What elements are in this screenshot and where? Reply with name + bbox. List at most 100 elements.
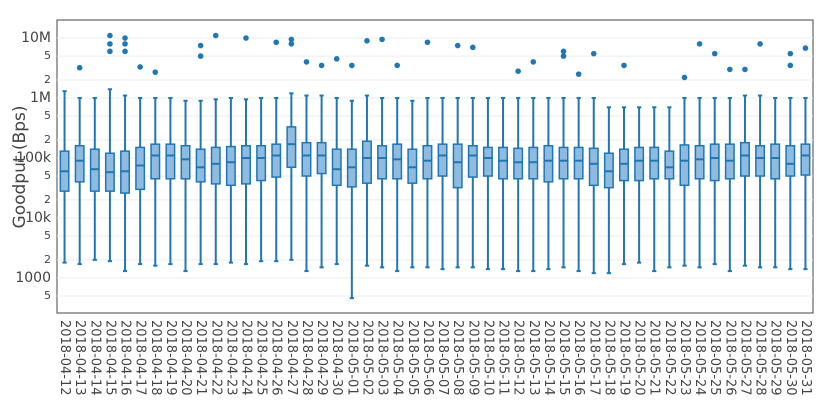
x-tick-label: 2018-05-08 bbox=[450, 320, 465, 396]
box bbox=[498, 146, 509, 180]
x-tick-label: 2018-04-30 bbox=[329, 320, 344, 396]
box bbox=[709, 143, 720, 182]
box bbox=[256, 144, 267, 182]
x-tick-label: 2018-04-23 bbox=[223, 320, 238, 396]
outlier bbox=[575, 71, 582, 77]
x-tick-label: 2018-05-23 bbox=[677, 320, 692, 396]
x-tick-label: 2018-05-22 bbox=[662, 320, 677, 396]
y-axis-title: Goodput (Bps) bbox=[10, 106, 30, 229]
outlier bbox=[696, 41, 703, 47]
box bbox=[664, 150, 675, 180]
outlier bbox=[802, 45, 809, 51]
box bbox=[634, 146, 645, 182]
outlier bbox=[122, 41, 128, 47]
x-tick-label: 2018-05-01 bbox=[344, 320, 359, 396]
y-tick-label: 2 bbox=[44, 73, 51, 86]
outlier bbox=[107, 32, 113, 39]
plot-frame bbox=[56, 19, 814, 314]
box bbox=[361, 140, 372, 184]
outlier bbox=[197, 42, 204, 49]
outlier bbox=[515, 68, 521, 75]
outlier bbox=[727, 66, 733, 73]
x-tick-label: 2018-04-12 bbox=[57, 320, 72, 396]
outlier bbox=[273, 39, 280, 46]
x-tick-label: 2018-05-14 bbox=[541, 320, 556, 396]
x-tick-label: 2018-05-26 bbox=[722, 320, 737, 396]
box bbox=[135, 146, 146, 191]
x-tick-label: 2018-05-05 bbox=[405, 320, 420, 396]
outlier bbox=[711, 50, 718, 57]
x-tick-label: 2018-05-06 bbox=[420, 320, 435, 396]
x-tick-label: 2018-05-24 bbox=[692, 320, 707, 396]
x-tick-label: 2018-05-04 bbox=[390, 320, 405, 396]
box bbox=[165, 143, 176, 180]
x-tick-label: 2018-04-13 bbox=[72, 320, 87, 396]
x-tick-label: 2018-05-17 bbox=[586, 320, 601, 396]
x-tick-label: 2018-05-15 bbox=[556, 320, 571, 396]
x-tick-label: 2018-05-25 bbox=[707, 320, 722, 396]
box bbox=[785, 144, 796, 177]
outlier bbox=[394, 62, 401, 69]
x-tick-label: 2018-05-20 bbox=[632, 320, 647, 396]
x-tick-label: 2018-04-21 bbox=[193, 320, 208, 396]
y-tick-label: 10k bbox=[25, 210, 52, 226]
y-tick-label: 2 bbox=[44, 253, 51, 266]
outlier bbox=[681, 74, 688, 81]
box bbox=[543, 144, 554, 183]
outlier bbox=[288, 36, 295, 43]
x-tick-label: 2018-05-11 bbox=[496, 320, 511, 396]
x-tick-label: 2018-04-19 bbox=[163, 320, 178, 396]
x-tick-label: 2018-05-16 bbox=[571, 320, 586, 396]
box bbox=[800, 143, 811, 176]
outlier bbox=[288, 41, 295, 47]
x-tick-label: 2018-05-19 bbox=[617, 320, 632, 396]
outlier bbox=[742, 66, 748, 73]
x-tick-label: 2018-04-25 bbox=[254, 320, 269, 396]
box bbox=[739, 141, 750, 177]
box bbox=[301, 141, 312, 177]
y-tick-label: 5 bbox=[44, 229, 51, 242]
outlier bbox=[243, 35, 249, 41]
box bbox=[452, 143, 463, 189]
x-tick-label: 2018-04-17 bbox=[133, 320, 148, 396]
y-tick-label: 2 bbox=[44, 193, 51, 206]
y-tick-label: 5 bbox=[44, 109, 51, 122]
outlier bbox=[621, 62, 627, 69]
x-tick-label: 2018-05-28 bbox=[753, 320, 768, 396]
outlier bbox=[454, 42, 461, 49]
box bbox=[694, 144, 705, 180]
box bbox=[755, 144, 766, 177]
outlier bbox=[107, 41, 113, 47]
outlier bbox=[76, 64, 83, 71]
box bbox=[558, 146, 569, 180]
box bbox=[150, 143, 161, 180]
y-tick-label: 100k bbox=[16, 150, 52, 166]
y-tick-label: 5 bbox=[44, 289, 51, 302]
box bbox=[241, 144, 251, 185]
outlier bbox=[152, 69, 159, 75]
outlier bbox=[364, 37, 370, 44]
box bbox=[286, 126, 297, 169]
x-tick-label: 2018-05-13 bbox=[526, 320, 541, 396]
x-tick-label: 2018-05-30 bbox=[783, 320, 798, 396]
x-tick-label: 2018-04-22 bbox=[208, 320, 223, 396]
outlier bbox=[379, 36, 385, 43]
x-tick-label: 2018-04-27 bbox=[284, 320, 299, 396]
x-tick-label: 2018-05-12 bbox=[511, 320, 526, 396]
box bbox=[573, 146, 584, 180]
box bbox=[377, 144, 388, 180]
x-tick-label: 2018-04-15 bbox=[102, 320, 117, 396]
outlier bbox=[122, 35, 128, 41]
box bbox=[331, 148, 342, 187]
outlier bbox=[424, 39, 431, 46]
y-tick-label: 5 bbox=[44, 169, 51, 182]
y-tick-label: 1M bbox=[30, 90, 51, 106]
outlier bbox=[590, 50, 597, 57]
outlier bbox=[122, 48, 128, 55]
box bbox=[316, 141, 327, 175]
outlier bbox=[787, 50, 794, 57]
outlier bbox=[197, 53, 204, 59]
x-tick-label: 2018-05-09 bbox=[465, 320, 480, 396]
box bbox=[649, 146, 660, 180]
